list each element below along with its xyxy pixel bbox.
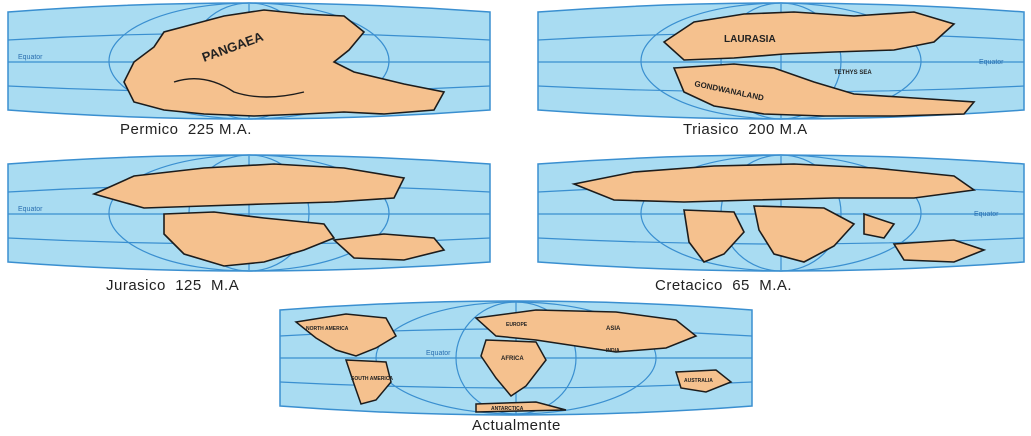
land-label: ANTARCTICA: [491, 406, 524, 412]
equator-label: Equator: [979, 59, 1004, 66]
land-label: LAURASIA: [724, 34, 776, 45]
antarctica-land: [475, 401, 567, 413]
map-cretaceous: Equator: [534, 154, 1028, 272]
equator-label: Equator: [426, 350, 451, 357]
land-label: AFRICA: [501, 356, 524, 362]
australia-land: [674, 369, 733, 393]
africa-land: [753, 205, 856, 263]
equator-label: Equator: [18, 206, 43, 213]
africa-land: [480, 339, 547, 397]
south-america-land: [344, 359, 392, 405]
map-jurassic: Equator: [4, 154, 494, 272]
land-label: INDIA: [606, 348, 620, 354]
equator-label: Equator: [974, 211, 999, 218]
south-america-land: [683, 209, 745, 263]
land-label: EUROPE: [506, 322, 528, 328]
equator-label: Equator: [18, 54, 43, 61]
map-permian: PANGAEA Equator: [4, 2, 494, 120]
caption-permian: Permico 225 M.A.: [120, 121, 252, 138]
caption-jurassic: Jurasico 125 M.A: [106, 277, 240, 294]
map-triassic: LAURASIA GONDWANALAND TETHYS SEA Equator: [534, 2, 1028, 120]
caption-present: Actualmente: [472, 417, 561, 434]
land-label: NORTH AMERICA: [306, 326, 349, 332]
southern-land: [163, 211, 336, 267]
land-label: ASIA: [606, 326, 621, 332]
land-label: SOUTH AMERICA: [351, 376, 393, 382]
land-label: AUSTRALIA: [684, 378, 713, 384]
caption-cretaceous: Cretacico 65 M.A.: [655, 277, 793, 294]
map-present: NORTH AMERICA EUROPE ASIA AFRICA SOUTH A…: [276, 300, 756, 416]
eurasia-land: [474, 309, 698, 353]
pangaea-land: [123, 9, 446, 117]
gondwana-land: [672, 63, 976, 117]
north-america-land: [294, 313, 398, 357]
caption-triassic: Triasico 200 M.A: [683, 121, 808, 138]
land-label: TETHYS SEA: [834, 70, 872, 76]
northern-land: [91, 163, 406, 209]
northern-land: [571, 163, 977, 203]
laurasia-land: [662, 11, 956, 61]
